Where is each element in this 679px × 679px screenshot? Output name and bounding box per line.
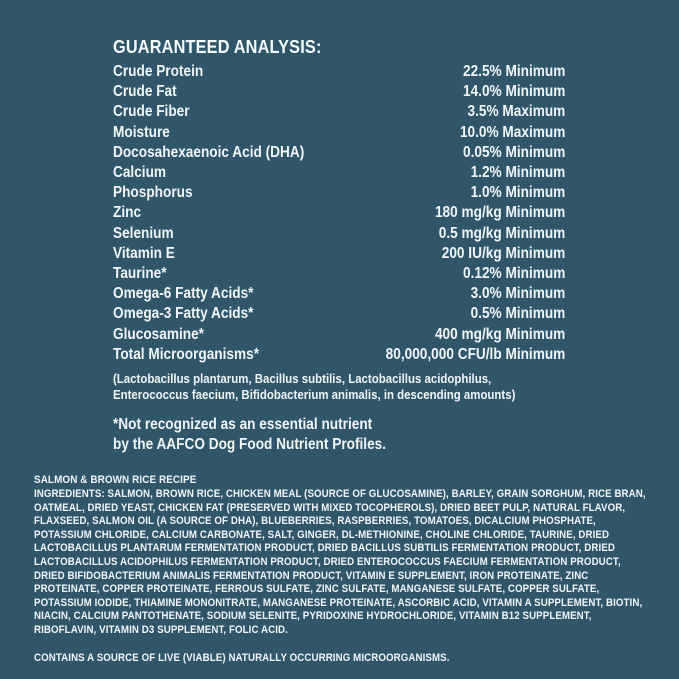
contains-microorganisms-note: CONTAINS A SOURCE OF LIVE (VIABLE) NATUR… [34, 651, 450, 664]
nutrient-label: Total Microorganisms* [113, 345, 260, 363]
table-row: Moisture 10.0% Maximum [113, 123, 565, 143]
ingredients-label: INGREDIENTS: [34, 488, 105, 500]
table-row: Crude Protein 22.5% Minimum [113, 62, 565, 82]
nutrient-value: 200 IU/kg Minimum [441, 244, 566, 262]
nutrient-value: 1.2% Minimum [470, 164, 566, 182]
nutrient-label: Phosphorus [113, 184, 193, 202]
nutrient-value: 0.05% Minimum [462, 143, 566, 161]
table-row: Phosphorus 1.0% Minimum [113, 183, 565, 203]
nutrient-value: 400 mg/kg Minimum [434, 325, 566, 343]
ingredients-paragraph: INGREDIENTS: SALMON, BROWN RICE, CHICKEN… [34, 488, 649, 638]
table-row: Selenium 0.5 mg/kg Minimum [113, 224, 565, 244]
table-row: Omega-6 Fatty Acids* 3.0% Minimum [113, 284, 565, 304]
table-row: Glucosamine* 400 mg/kg Minimum [113, 325, 565, 345]
nutrient-label: Moisture [113, 123, 170, 141]
guaranteed-analysis-section: GUARANTEED ANALYSIS: Crude Protein 22.5% … [113, 36, 565, 454]
nutrient-value: 14.0% Minimum [462, 83, 566, 101]
nutrient-value: 80,000,000 CFU/lb Minimum [385, 345, 566, 363]
table-row: Taurine* 0.12% Minimum [113, 264, 565, 284]
table-row: Total Microorganisms* 80,000,000 CFU/lb M… [113, 345, 565, 365]
nutrient-label: Omega-3 Fatty Acids* [113, 305, 254, 323]
table-row: Vitamin E 200 IU/kg Minimum [113, 244, 565, 264]
aafco-footnote-line1: *Not recognized as an essential nutrient [113, 416, 373, 434]
microorganisms-note-line1: (Lactobacillus plantarum, Bacillus subti… [113, 371, 492, 387]
nutrient-value: 3.5% Maximum [467, 103, 566, 121]
nutrient-label: Glucosamine* [113, 325, 204, 343]
nutrient-label: Crude Fat [113, 83, 177, 101]
nutrient-value: 10.0% Maximum [459, 123, 566, 141]
table-row: Omega-3 Fatty Acids* 0.5% Minimum [113, 304, 565, 324]
aafco-footnote-line2: by the AAFCO Dog Food Nutrient Profiles. [113, 435, 387, 453]
nutrient-label: Selenium [113, 224, 174, 242]
nutrient-value: 0.5% Minimum [470, 305, 566, 323]
nutrient-label: Docosahexaenoic Acid (DHA) [113, 143, 305, 161]
ingredients-section: SALMON & BROWN RICE RECIPE INGREDIENTS: … [34, 474, 649, 665]
nutrient-value: 180 mg/kg Minimum [434, 204, 566, 222]
nutrient-label: Calcium [113, 164, 167, 182]
nutrient-label: Vitamin E [113, 244, 175, 262]
table-row: Docosahexaenoic Acid (DHA) 0.05% Minimum [113, 143, 565, 163]
table-row: Calcium 1.2% Minimum [113, 163, 565, 183]
nutrient-value: 1.0% Minimum [470, 184, 566, 202]
ingredients-text: SALMON, BROWN RICE, CHICKEN MEAL (SOURCE… [34, 488, 646, 636]
nutrient-label: Zinc [113, 204, 142, 222]
nutrient-value: 22.5% Minimum [462, 63, 566, 80]
nutrient-value: 0.5 mg/kg Minimum [438, 224, 566, 242]
nutrient-label: Taurine* [113, 265, 167, 283]
guaranteed-analysis-table: Crude Protein 22.5% Minimum Crude Fat 14.0… [113, 62, 565, 365]
nutrient-value: 0.12% Minimum [462, 265, 566, 283]
guaranteed-analysis-title: GUARANTEED ANALYSIS: [113, 36, 322, 57]
microorganisms-note-line2: Enterococcus faecium, Bifidobacterium an… [113, 386, 516, 402]
table-row: Zinc 180 mg/kg Minimum [113, 203, 565, 223]
table-row: Crude Fiber 3.5% Maximum [113, 102, 565, 122]
nutrient-label: Omega-6 Fatty Acids* [113, 285, 254, 303]
nutrient-value: 3.0% Minimum [470, 285, 566, 303]
microorganisms-note: (Lactobacillus plantarum, Bacillus subti… [113, 371, 565, 402]
aafco-footnote: *Not recognized as an essential nutrient… [113, 415, 565, 454]
nutrient-label: Crude Protein [113, 63, 204, 80]
nutrient-label: Crude Fiber [113, 103, 190, 121]
table-row: Crude Fat 14.0% Minimum [113, 82, 565, 102]
recipe-name: SALMON & BROWN RICE RECIPE [34, 474, 197, 486]
